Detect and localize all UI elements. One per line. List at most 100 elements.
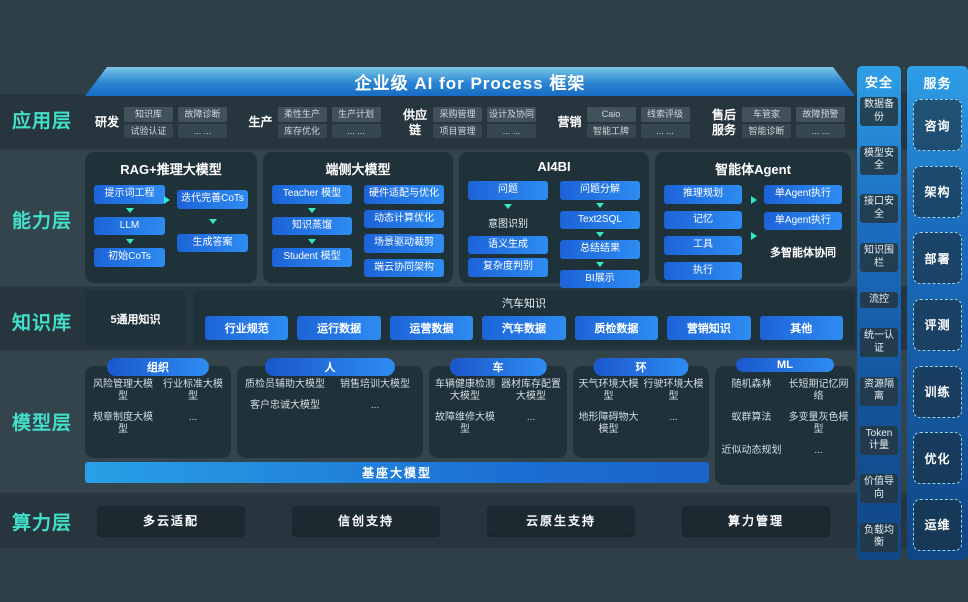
flow-step: 迭代完善CoTs bbox=[177, 190, 248, 209]
service-rail-header: 服务 bbox=[923, 76, 952, 91]
multi-agent-label: 多智能体协同 bbox=[770, 247, 836, 259]
flow-column: Teacher 模型 知识蒸馏 Student 模型 bbox=[272, 185, 352, 277]
app-chip: 知识库 试验认证 bbox=[124, 107, 174, 138]
security-item: 知识围栏 bbox=[860, 243, 898, 273]
service-item: 运维 bbox=[913, 498, 962, 551]
model-cell: ... bbox=[814, 445, 823, 456]
security-item: 流控 bbox=[860, 291, 898, 309]
model-cells: 质检员辅助大模型 销售培训大模型 客户忠诚大模型 ... bbox=[241, 379, 419, 412]
flow-step: LLM bbox=[94, 216, 165, 235]
knowledge-chip: 运行数据 bbox=[297, 316, 381, 340]
model-cell: ... bbox=[669, 412, 678, 423]
flow-column: 提示词工程 LLM 初始CoTs bbox=[94, 185, 165, 267]
service-items: 咨询 架构 部署 评测 训练 优化 运维 bbox=[913, 99, 962, 551]
model-group-pill: 车 bbox=[449, 358, 547, 376]
security-item: 负载均衡 bbox=[860, 522, 898, 552]
capability-box-agent: 智能体Agent 推理规划 记忆 工具 执行 单Agent执行 单Agent执行… bbox=[655, 152, 851, 283]
model-cells: 风险管理大模型 行业标准大模型 规章制度大模型 ... bbox=[89, 379, 227, 436]
flow-column: 硬件适配与优化 动态计算优化 场景驱动裁剪 端云协同架构 bbox=[364, 185, 444, 277]
model-cell: ... bbox=[188, 412, 198, 423]
arrow-down-icon bbox=[504, 203, 512, 209]
security-item: 价值导向 bbox=[860, 474, 898, 504]
flow-step: 执行 bbox=[664, 261, 742, 280]
model-group-organization: 组织 风险管理大模型 行业标准大模型 规章制度大模型 ... bbox=[85, 358, 231, 458]
flow-step: 单Agent执行 bbox=[764, 211, 842, 230]
flow-step: 单Agent执行 bbox=[764, 185, 842, 204]
knowledge-chip: 质检数据 bbox=[574, 316, 659, 340]
flow-column: 问题 意图识别 语义生成 复杂度判别 bbox=[468, 181, 548, 288]
model-group-ml: ML 随机森林 长短期记忆网络 蚁群算法 多变量灰色模型 近似动态规划 ... bbox=[715, 358, 855, 485]
model-group-pill: 环 bbox=[593, 358, 689, 376]
app-chip: 故障诊断 ... ... bbox=[178, 107, 228, 138]
app-chip: 采购管理 项目管理 bbox=[433, 107, 482, 138]
arrow-right-icon bbox=[164, 196, 170, 204]
security-item: 接口安全 bbox=[860, 194, 898, 224]
flow-step: 总结结果 bbox=[560, 240, 640, 259]
arrow-down-icon bbox=[125, 207, 134, 213]
security-items: 数据备份 模型安全 接口安全 知识围栏 流控 统一认证 资源隔离 Token计量… bbox=[860, 97, 898, 552]
app-group-after-sales: 售后服务 车管家 智能诊断 故障预警 ... ... bbox=[711, 107, 845, 138]
security-item: 数据备份 bbox=[860, 97, 898, 126]
flow-step: Teacher 模型 bbox=[272, 185, 352, 204]
knowledge-chip: 运营数据 bbox=[389, 316, 474, 340]
capability-box-ai4bi: AI4BI 问题 意图识别 语义生成 复杂度判别 问题分解 Text2SQL 总… bbox=[459, 152, 649, 288]
flow-column: 迭代完善CoTs 生成答案 bbox=[177, 185, 248, 267]
security-rail-header: 安全 bbox=[864, 75, 893, 90]
model-cell: 故障维修大模型 bbox=[435, 412, 495, 435]
flow-step: 动态计算优化 bbox=[364, 209, 444, 228]
flow-step-text: 意图识别 bbox=[488, 218, 528, 230]
app-group-production: 生产 柔性生产 库存优化 生产计划 ... ... bbox=[249, 107, 381, 138]
security-item: Token计量 bbox=[860, 425, 898, 455]
capability-box-rag: RAG+推理大模型 提示词工程 LLM 初始CoTs 迭代完善CoTs 生成答案 bbox=[85, 152, 257, 283]
compute-chip: 多云适配 bbox=[97, 506, 245, 535]
compute-chip: 算力管理 bbox=[682, 506, 830, 535]
app-group-name: 供应链 bbox=[402, 107, 427, 137]
flow-step: Text2SQL bbox=[560, 210, 640, 229]
capability-box-edge-model: 端侧大模型 Teacher 模型 知识蒸馏 Student 模型 硬件适配与优化… bbox=[263, 152, 453, 283]
model-cell: 销售培训大模型 bbox=[340, 379, 410, 390]
capability-box-title: 智能体Agent bbox=[715, 162, 791, 177]
arrow-down-icon bbox=[208, 218, 217, 224]
arrow-right-icon bbox=[751, 196, 757, 204]
app-group-marketing: 营销 Caio 智能工牌 线索评级 ... ... bbox=[557, 107, 690, 138]
base-model-banner: 基座大模型 bbox=[85, 462, 709, 483]
service-item: 咨询 bbox=[913, 99, 962, 151]
arrow-down-icon bbox=[308, 239, 316, 244]
model-cell: 车辆健康检测大模型 bbox=[435, 379, 495, 402]
compute-layer-row: 多云适配 信创支持 云原生支持 算力管理 bbox=[97, 506, 830, 535]
service-rail: 服务 咨询 架构 部署 评测 训练 优化 运维 bbox=[907, 66, 968, 560]
knowledge-domain-box: 汽车知识 行业规范 运行数据 运营数据 汽车数据 质检数据 营销知识 其他 bbox=[193, 290, 855, 347]
model-cell: 质检员辅助大模型 bbox=[245, 379, 325, 390]
model-cell: 行驶环境大模型 bbox=[643, 379, 704, 402]
app-group-name: 营销 bbox=[557, 115, 582, 129]
model-cell: 风险管理大模型 bbox=[93, 379, 153, 402]
security-item: 统一认证 bbox=[860, 328, 898, 358]
compute-chip: 云原生支持 bbox=[487, 506, 635, 535]
flow-step: 硬件适配与优化 bbox=[364, 185, 444, 204]
arrow-right-icon bbox=[751, 232, 757, 240]
service-item: 评测 bbox=[913, 298, 962, 351]
model-cell: 器材库存配置大模型 bbox=[501, 379, 561, 402]
model-cell: ... bbox=[526, 412, 536, 423]
model-cell: ... bbox=[370, 400, 380, 411]
capability-box-title: AI4BI bbox=[537, 159, 571, 174]
knowledge-general-box: 5通用知识 bbox=[85, 290, 186, 347]
app-group-name: 生产 bbox=[248, 115, 273, 129]
flow-column: 推理规划 记忆 工具 执行 bbox=[664, 185, 742, 280]
capability-layer-row: RAG+推理大模型 提示词工程 LLM 初始CoTs 迭代完善CoTs 生成答案 bbox=[85, 152, 855, 288]
app-group-rd: 研发 知识库 试验认证 故障诊断 ... ... bbox=[95, 107, 228, 138]
layer-label-capability: 能力层 bbox=[11, 211, 72, 232]
service-item: 部署 bbox=[913, 232, 962, 285]
model-group-pill: 人 bbox=[264, 358, 396, 376]
flow-step: 记忆 bbox=[664, 210, 742, 229]
app-group-name: 售后服务 bbox=[711, 107, 736, 137]
flow-step: 复杂度判别 bbox=[468, 258, 548, 277]
layer-label-app: 应用层 bbox=[11, 111, 72, 132]
model-cell: 行业标准大模型 bbox=[163, 379, 223, 402]
app-layer-row: 研发 知识库 试验认证 故障诊断 ... ... 生产 柔性生产 库存优化 生产… bbox=[85, 99, 855, 146]
model-group-environment: 环 天气环境大模型 行驶环境大模型 地形障碍物大模型 ... bbox=[573, 358, 709, 458]
model-cell: 客户忠诚大模型 bbox=[250, 400, 320, 411]
flow-step: 问题 bbox=[468, 181, 548, 200]
flow-step: BI展示 bbox=[560, 269, 640, 288]
app-chip: Caio 智能工牌 bbox=[586, 107, 636, 138]
